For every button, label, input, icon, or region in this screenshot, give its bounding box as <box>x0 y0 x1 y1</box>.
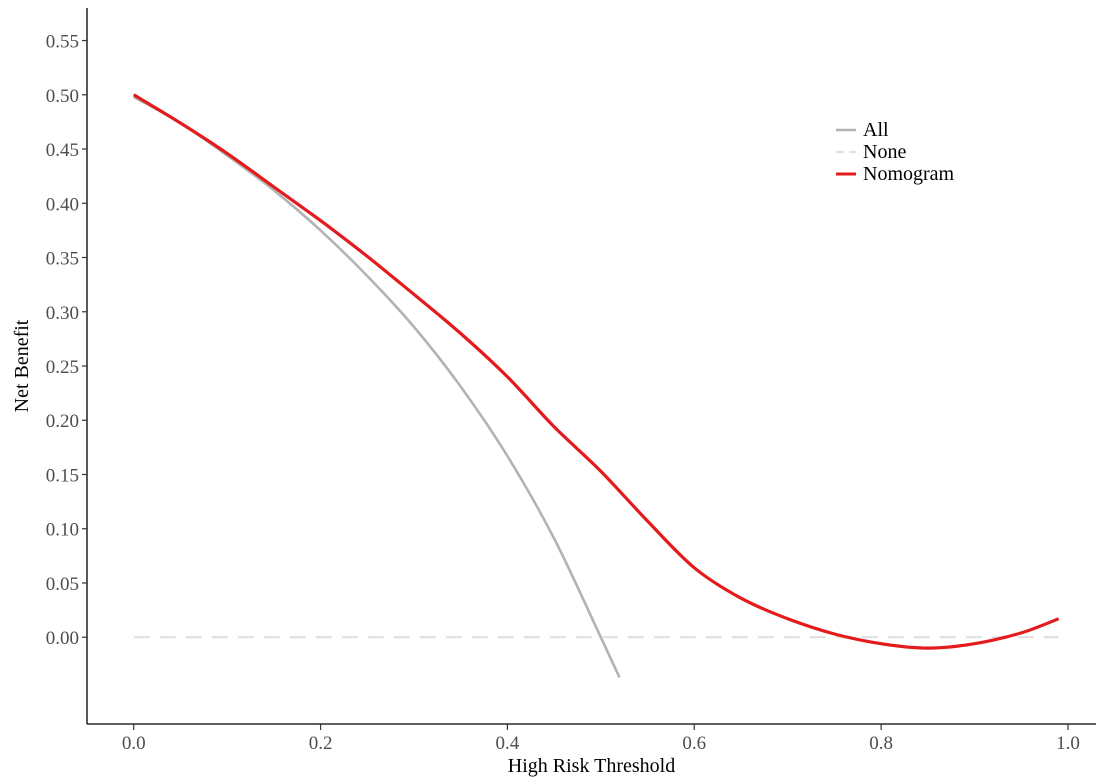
y-tick-label: 0.40 <box>46 194 79 215</box>
y-tick-label: 0.25 <box>46 357 79 378</box>
y-tick-label: 0.05 <box>46 574 79 595</box>
y-tick-label: 0.35 <box>46 249 79 270</box>
x-tick-label: 0.0 <box>122 733 146 754</box>
y-tick-label: 0.30 <box>46 303 79 324</box>
plot-lines <box>132 93 1060 678</box>
x-tick-label: 0.4 <box>496 733 520 754</box>
y-tick-label: 0.15 <box>46 465 79 486</box>
y-axis-title: Net Benefit <box>11 319 33 412</box>
y-tick-label: 0.55 <box>46 32 79 53</box>
y-tick-label: 0.20 <box>46 411 79 432</box>
y-tick-label: 0.45 <box>46 140 79 161</box>
y-axis: 0.00 0.05 0.10 0.15 0.20 0.25 0.30 0.35 0.40 0.45… <box>46 8 88 724</box>
x-tick-label: 0.6 <box>682 733 706 754</box>
y-tick-label: 0.10 <box>46 520 79 541</box>
x-axis-title: High Risk Threshold <box>508 755 675 777</box>
x-tick-label: 0.8 <box>869 733 893 754</box>
y-tick-label: 0.00 <box>46 628 79 649</box>
legend-label-none: None <box>863 141 906 163</box>
series-line-nomogram <box>132 93 1060 650</box>
x-tick-label: 1.0 <box>1056 733 1080 754</box>
legend-label-nomogram: Nomogram <box>863 163 955 185</box>
x-axis: 0.0 0.2 0.4 0.6 0.8 1.0 <box>87 723 1096 754</box>
legend-label-all: All <box>863 119 889 141</box>
x-tick-label: 0.2 <box>309 733 333 754</box>
series-line-all <box>133 95 621 678</box>
y-tick-label: 0.50 <box>46 86 79 107</box>
